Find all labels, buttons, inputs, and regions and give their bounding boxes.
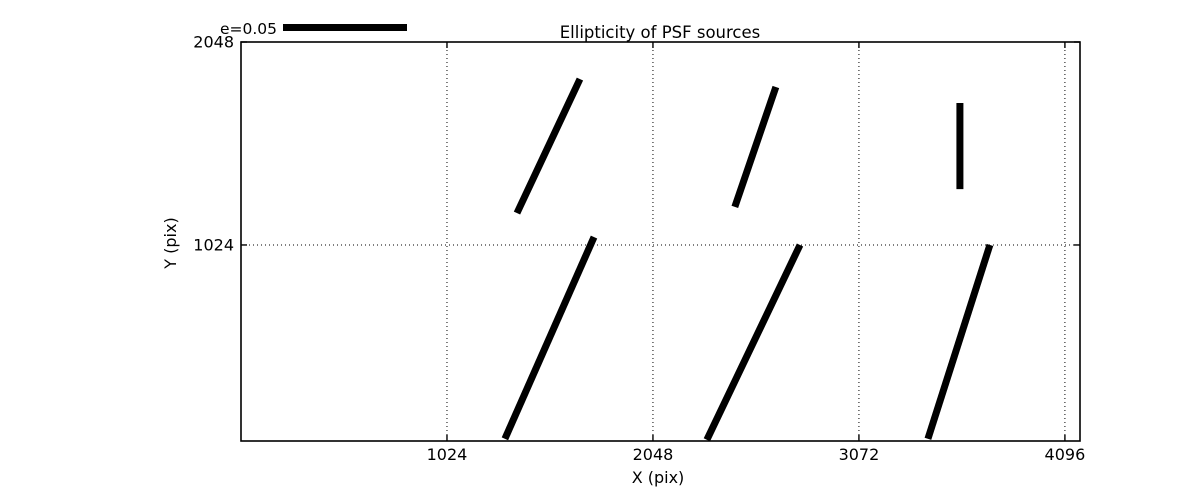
- x-tick-label: 2048: [633, 445, 674, 464]
- tick-marks: [241, 41, 1080, 441]
- ellipticity-whisker: [924, 243, 994, 440]
- ellipticity-whisker: [501, 235, 598, 441]
- ellipticity-whisker: [703, 243, 804, 442]
- ellipticity-whiskers: [501, 77, 994, 442]
- x-tick-label: 4096: [1045, 445, 1086, 464]
- y-tick-label: 2048: [193, 33, 234, 52]
- gridlines: [241, 41, 1080, 441]
- x-tick-label: 3072: [839, 445, 880, 464]
- tick-labels: 1024 2048 3072 4096 1024 2048: [193, 33, 1085, 465]
- y-tick-label: 1024: [193, 235, 234, 254]
- legend-label: e=0.05: [220, 20, 277, 38]
- x-tick-label: 1024: [427, 445, 468, 464]
- y-axis-label: Y (pix): [161, 217, 180, 269]
- x-axis-label: X (pix): [632, 468, 685, 487]
- ellipticity-whisker: [731, 85, 780, 209]
- ellipticity-whisker: [513, 77, 584, 215]
- plot-frame: [240, 41, 1081, 442]
- chart-title: Ellipticity of PSF sources: [560, 23, 761, 42]
- legend: e=0.05: [220, 20, 407, 38]
- legend-scale-bar: [283, 24, 407, 31]
